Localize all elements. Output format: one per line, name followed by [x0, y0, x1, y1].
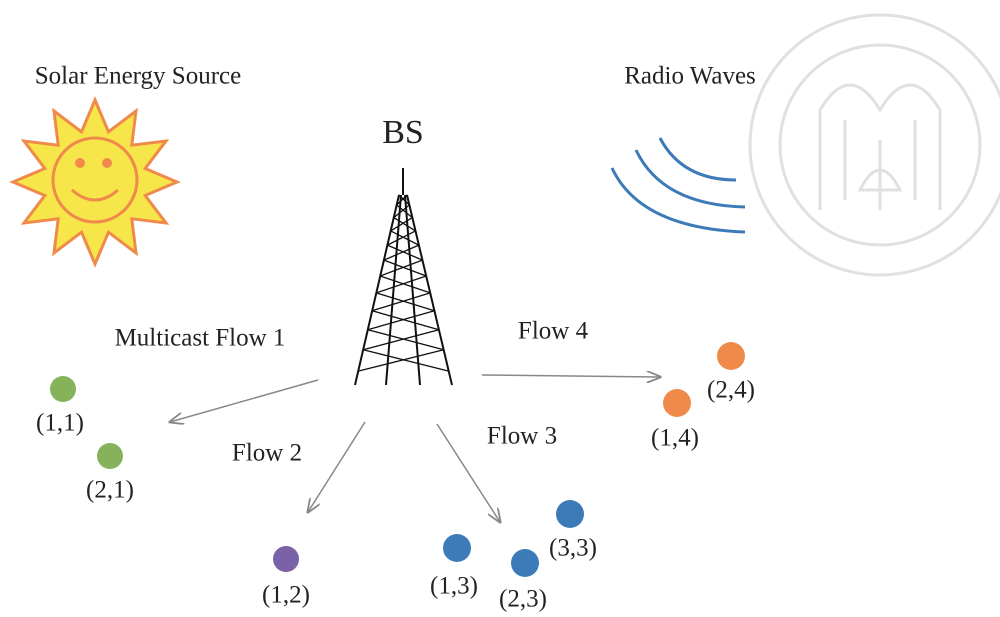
tower-brace: [384, 260, 426, 276]
user-node: [511, 549, 539, 577]
tower-brace: [368, 330, 444, 350]
node-label: (2,4): [707, 377, 755, 404]
tower-brace: [376, 276, 426, 293]
solar-label: Solar Energy Source: [35, 63, 241, 90]
tower-brace: [358, 350, 443, 371]
tower-brace: [372, 293, 430, 311]
sun-eye: [102, 158, 112, 168]
tower-brace: [380, 260, 422, 276]
sun-eye: [75, 158, 85, 168]
sun-face: [53, 138, 137, 222]
node-label: (1,3): [430, 573, 478, 600]
user-node: [663, 389, 691, 417]
tower-brace: [363, 350, 449, 371]
user-node: [556, 500, 584, 528]
flow-arrow: [482, 375, 660, 377]
tower-brace: [363, 330, 439, 350]
node-label: (1,2): [262, 582, 310, 609]
bs-label: BS: [382, 114, 424, 151]
tower-brace: [380, 276, 430, 293]
node-label: (1,4): [651, 425, 699, 452]
flow-label: Flow 4: [518, 318, 589, 345]
user-node: [273, 546, 299, 572]
tower-brace: [387, 231, 415, 245]
node-label: (3,3): [549, 535, 597, 562]
flow-arrow: [308, 422, 365, 512]
user-node: [50, 376, 76, 402]
tower-brace: [376, 293, 434, 311]
diagram: Solar Energy Source Radio Waves BS Multi…: [0, 0, 1000, 617]
user-node: [97, 443, 123, 469]
flow-label: Multicast Flow 1: [115, 325, 286, 352]
node-label: (2,3): [499, 586, 547, 613]
node-label: (1,1): [36, 410, 84, 437]
flow-label: Flow 2: [232, 440, 302, 467]
user-node: [717, 342, 745, 370]
tower-brace: [391, 231, 419, 245]
tower-brace: [372, 311, 439, 330]
node-label: (2,1): [86, 477, 134, 504]
tower-brace: [368, 311, 435, 330]
tower-brace: [387, 245, 422, 260]
radio-label: Radio Waves: [624, 63, 756, 90]
radio-waves: [612, 138, 745, 232]
user-node: [443, 534, 471, 562]
sun-icon: [13, 100, 177, 264]
flow-label: Flow 3: [487, 423, 557, 450]
tower-brace: [384, 245, 419, 260]
watermark: [750, 15, 1000, 275]
tower: [355, 168, 452, 385]
flow-arrow: [170, 380, 318, 422]
